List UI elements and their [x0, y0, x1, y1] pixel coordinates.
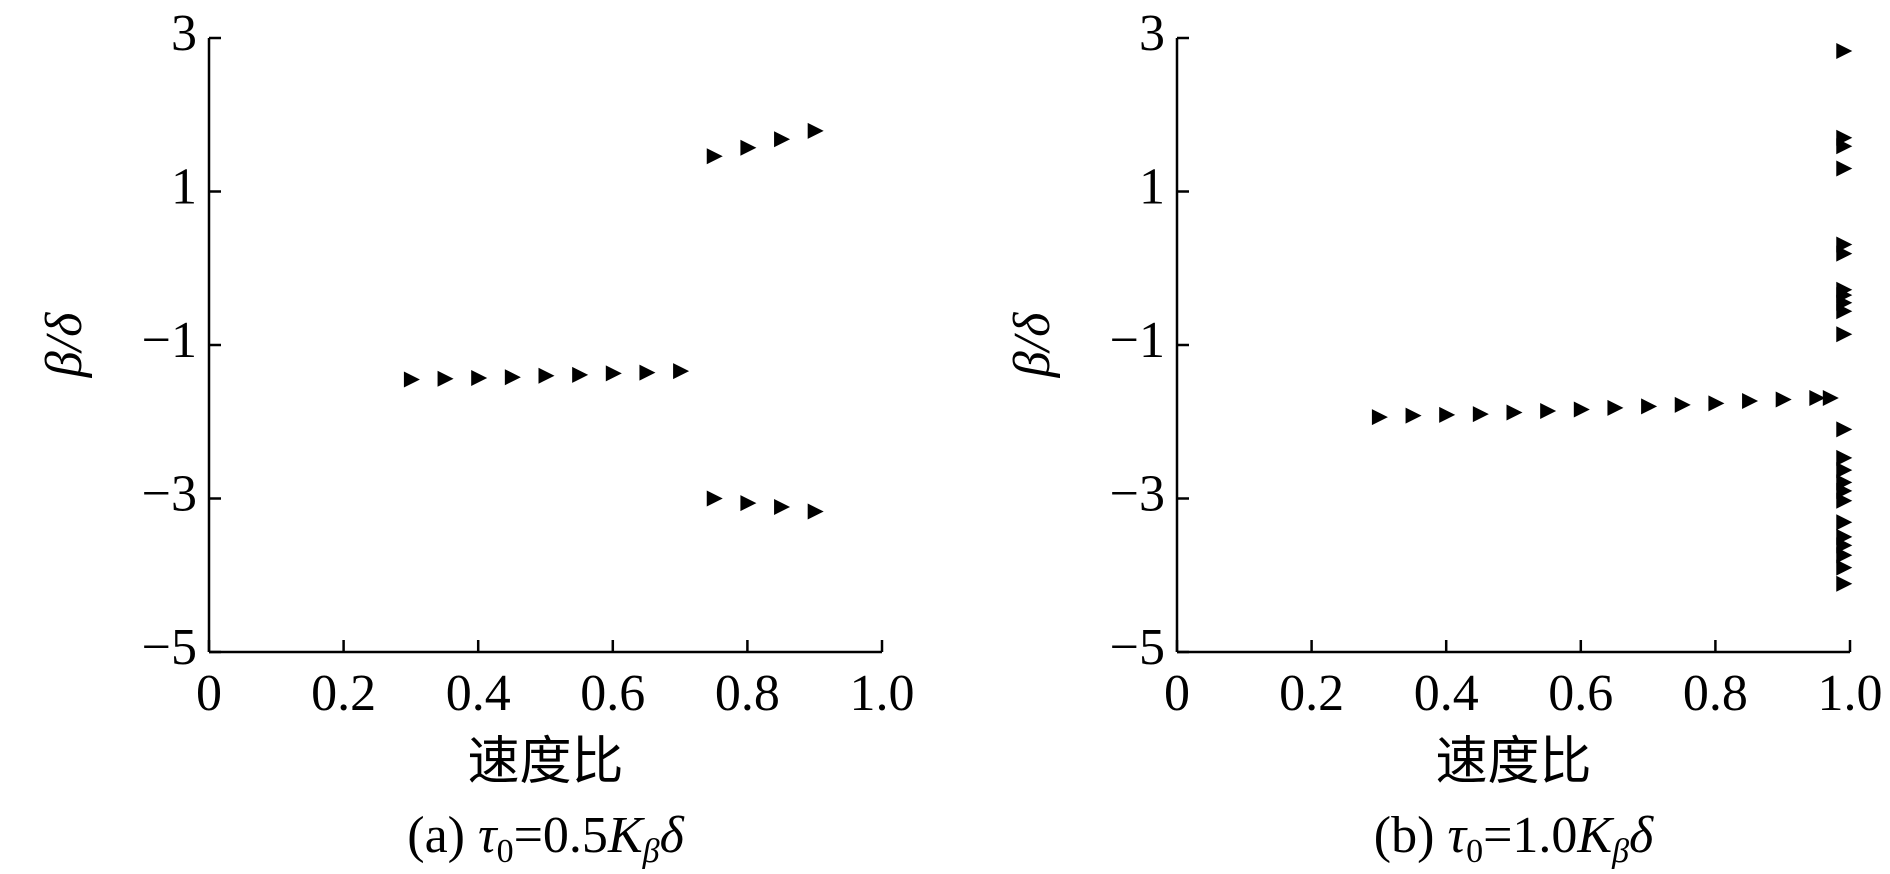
x-axis-label: 速度比 — [467, 734, 623, 791]
marker — [706, 490, 723, 507]
x-tick-label: 1.0 — [1818, 665, 1883, 722]
y-tick-label: −5 — [1110, 619, 1165, 676]
marker — [1472, 406, 1489, 423]
y-tick-label: 1 — [171, 158, 197, 215]
caption-part: δ — [1629, 807, 1654, 864]
marker — [1371, 409, 1388, 426]
marker — [1506, 404, 1523, 421]
marker — [1836, 138, 1853, 155]
x-tick-label: 1.0 — [850, 665, 915, 722]
marker — [774, 131, 791, 148]
caption-part: =1.0 — [1483, 807, 1577, 864]
marker — [504, 369, 521, 386]
y-tick-label: −3 — [1110, 465, 1165, 522]
y-tick-label: 3 — [1139, 5, 1165, 62]
marker — [1836, 160, 1853, 177]
caption: (b) τ0=1.0Kβδ — [1374, 807, 1654, 870]
marker — [1439, 406, 1456, 423]
marker — [605, 365, 622, 382]
marker — [1708, 395, 1725, 412]
marker — [437, 370, 454, 387]
x-axis-label: 速度比 — [1435, 734, 1591, 791]
caption-part: =0.5 — [514, 807, 608, 864]
x-tick-label: 0.8 — [715, 665, 780, 722]
caption-part: δ — [660, 807, 685, 864]
y-tick-label: −5 — [142, 619, 197, 676]
marker — [1836, 514, 1853, 531]
marker — [1641, 398, 1658, 415]
y-tick-label: −1 — [1110, 312, 1165, 369]
marker — [538, 367, 555, 384]
caption-part: K — [607, 807, 645, 864]
y-tick-label: −3 — [142, 465, 197, 522]
marker — [1822, 389, 1839, 406]
caption-part: (b) — [1374, 807, 1448, 864]
caption-part: β — [1611, 833, 1629, 870]
marker — [706, 148, 723, 165]
caption-part: 0 — [1466, 833, 1483, 870]
x-tick-label: 0.2 — [1279, 665, 1344, 722]
marker — [572, 366, 589, 383]
marker — [1836, 43, 1853, 60]
marker — [1674, 396, 1691, 413]
marker — [774, 498, 791, 515]
marker — [740, 139, 757, 156]
caption-part: τ — [478, 807, 499, 864]
x-tick-label: 0.4 — [446, 665, 511, 722]
marker — [807, 503, 824, 520]
caption-part: τ — [1447, 807, 1468, 864]
marker — [1836, 421, 1853, 438]
marker — [1836, 326, 1853, 343]
marker — [1836, 462, 1853, 479]
caption: (a) τ0=0.5Kβδ — [407, 807, 684, 870]
y-tick-label: −1 — [142, 312, 197, 369]
x-tick-label: 0 — [1164, 665, 1190, 722]
caption-part: β — [642, 833, 660, 870]
marker — [1405, 407, 1422, 424]
y-axis-label: β/δ — [36, 312, 93, 378]
y-tick-label: 1 — [1139, 158, 1165, 215]
marker — [673, 363, 690, 380]
y-axis-label: β/δ — [1004, 312, 1061, 378]
x-tick-label: 0.4 — [1414, 665, 1479, 722]
marker — [1742, 393, 1759, 410]
marker — [1836, 245, 1853, 262]
marker — [1836, 575, 1853, 592]
marker — [1836, 303, 1853, 320]
marker — [1775, 391, 1792, 408]
marker — [740, 495, 757, 512]
x-tick-label: 0.6 — [1548, 665, 1613, 722]
caption-part: (a) — [407, 807, 478, 864]
marker — [1607, 399, 1624, 416]
marker — [1836, 559, 1853, 576]
x-tick-label: 0.8 — [1683, 665, 1748, 722]
marker — [403, 371, 420, 388]
marker — [639, 364, 656, 381]
caption-part: K — [1576, 807, 1614, 864]
marker — [1540, 403, 1557, 420]
marker — [1836, 547, 1853, 564]
marker — [807, 122, 824, 139]
marker — [1809, 389, 1826, 406]
x-tick-label: 0.6 — [580, 665, 645, 722]
y-tick-label: 3 — [171, 5, 197, 62]
marker — [1836, 449, 1853, 466]
marker — [1836, 492, 1853, 509]
caption-part: 0 — [497, 833, 514, 870]
marker — [1573, 401, 1590, 418]
x-tick-label: 0 — [196, 665, 222, 722]
marker — [471, 370, 488, 387]
x-tick-label: 0.2 — [311, 665, 376, 722]
